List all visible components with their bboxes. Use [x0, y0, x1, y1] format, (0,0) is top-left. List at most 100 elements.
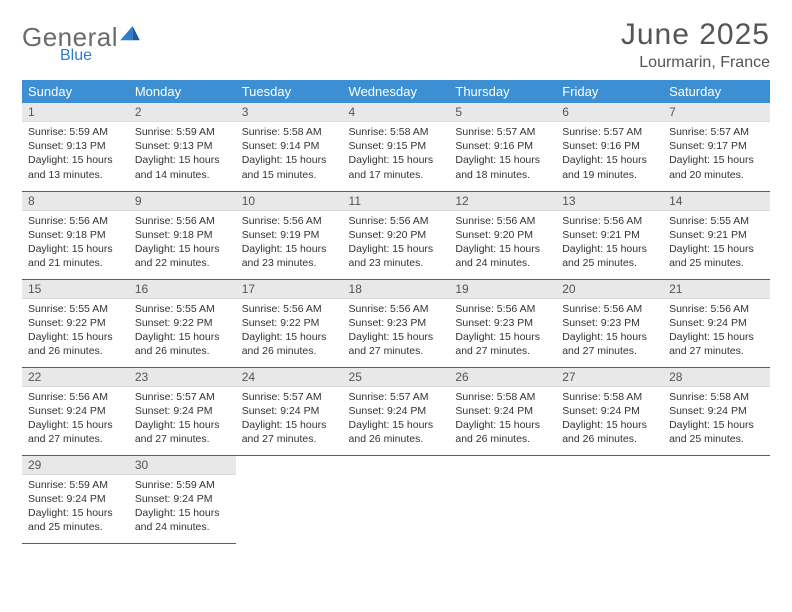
day-number: 11: [343, 192, 450, 211]
day-number: 5: [449, 103, 556, 122]
day-number: 17: [236, 280, 343, 299]
calendar-cell: 8Sunrise: 5:56 AMSunset: 9:18 PMDaylight…: [22, 191, 129, 279]
calendar-cell: 2Sunrise: 5:59 AMSunset: 9:13 PMDaylight…: [129, 103, 236, 191]
page-header: GeneralBlue June 2025 Lourmarin, France: [22, 18, 770, 72]
weekday-header: Thursday: [449, 80, 556, 103]
calendar-cell-empty: [343, 455, 450, 543]
day-number: 16: [129, 280, 236, 299]
calendar-row: 8Sunrise: 5:56 AMSunset: 9:18 PMDaylight…: [22, 191, 770, 279]
day-details: Sunrise: 5:58 AMSunset: 9:14 PMDaylight:…: [236, 122, 343, 188]
calendar-cell: 19Sunrise: 5:56 AMSunset: 9:23 PMDayligh…: [449, 279, 556, 367]
calendar-cell-empty: [449, 455, 556, 543]
day-number: 2: [129, 103, 236, 122]
day-details: Sunrise: 5:58 AMSunset: 9:24 PMDaylight:…: [556, 387, 663, 453]
day-number: 24: [236, 368, 343, 387]
weekday-header: Saturday: [663, 80, 770, 103]
page-title: June 2025: [621, 18, 770, 52]
day-details: Sunrise: 5:58 AMSunset: 9:15 PMDaylight:…: [343, 122, 450, 188]
calendar-cell: 10Sunrise: 5:56 AMSunset: 9:19 PMDayligh…: [236, 191, 343, 279]
day-number: 21: [663, 280, 770, 299]
weekday-header: Friday: [556, 80, 663, 103]
calendar-cell: 4Sunrise: 5:58 AMSunset: 9:15 PMDaylight…: [343, 103, 450, 191]
day-number: 20: [556, 280, 663, 299]
calendar-cell: 11Sunrise: 5:56 AMSunset: 9:20 PMDayligh…: [343, 191, 450, 279]
day-number: 7: [663, 103, 770, 122]
day-number: 9: [129, 192, 236, 211]
day-number: 25: [343, 368, 450, 387]
calendar-cell-empty: [663, 455, 770, 543]
calendar-cell: 7Sunrise: 5:57 AMSunset: 9:17 PMDaylight…: [663, 103, 770, 191]
calendar-cell: 25Sunrise: 5:57 AMSunset: 9:24 PMDayligh…: [343, 367, 450, 455]
calendar-row: 1Sunrise: 5:59 AMSunset: 9:13 PMDaylight…: [22, 103, 770, 191]
day-number: 15: [22, 280, 129, 299]
calendar-cell: 9Sunrise: 5:56 AMSunset: 9:18 PMDaylight…: [129, 191, 236, 279]
calendar-cell: 24Sunrise: 5:57 AMSunset: 9:24 PMDayligh…: [236, 367, 343, 455]
triangle-icon: [120, 18, 140, 49]
day-number: 8: [22, 192, 129, 211]
calendar-cell: 20Sunrise: 5:56 AMSunset: 9:23 PMDayligh…: [556, 279, 663, 367]
calendar-cell: 18Sunrise: 5:56 AMSunset: 9:23 PMDayligh…: [343, 279, 450, 367]
day-number: 22: [22, 368, 129, 387]
calendar-row: 15Sunrise: 5:55 AMSunset: 9:22 PMDayligh…: [22, 279, 770, 367]
calendar-cell: 30Sunrise: 5:59 AMSunset: 9:24 PMDayligh…: [129, 455, 236, 543]
day-details: Sunrise: 5:58 AMSunset: 9:24 PMDaylight:…: [449, 387, 556, 453]
calendar-cell-empty: [556, 455, 663, 543]
day-details: Sunrise: 5:56 AMSunset: 9:20 PMDaylight:…: [449, 211, 556, 277]
day-number: 19: [449, 280, 556, 299]
calendar-cell: 16Sunrise: 5:55 AMSunset: 9:22 PMDayligh…: [129, 279, 236, 367]
day-details: Sunrise: 5:55 AMSunset: 9:22 PMDaylight:…: [129, 299, 236, 365]
day-details: Sunrise: 5:56 AMSunset: 9:24 PMDaylight:…: [663, 299, 770, 365]
day-number: 3: [236, 103, 343, 122]
calendar-cell: 15Sunrise: 5:55 AMSunset: 9:22 PMDayligh…: [22, 279, 129, 367]
day-details: Sunrise: 5:55 AMSunset: 9:22 PMDaylight:…: [22, 299, 129, 365]
day-details: Sunrise: 5:56 AMSunset: 9:23 PMDaylight:…: [343, 299, 450, 365]
day-number: 27: [556, 368, 663, 387]
weekday-header: Monday: [129, 80, 236, 103]
day-details: Sunrise: 5:56 AMSunset: 9:20 PMDaylight:…: [343, 211, 450, 277]
day-number: 18: [343, 280, 450, 299]
day-details: Sunrise: 5:57 AMSunset: 9:24 PMDaylight:…: [236, 387, 343, 453]
day-details: Sunrise: 5:56 AMSunset: 9:18 PMDaylight:…: [22, 211, 129, 277]
day-number: 13: [556, 192, 663, 211]
day-details: Sunrise: 5:55 AMSunset: 9:21 PMDaylight:…: [663, 211, 770, 277]
day-details: Sunrise: 5:57 AMSunset: 9:16 PMDaylight:…: [556, 122, 663, 188]
calendar-cell: 1Sunrise: 5:59 AMSunset: 9:13 PMDaylight…: [22, 103, 129, 191]
calendar-cell: 21Sunrise: 5:56 AMSunset: 9:24 PMDayligh…: [663, 279, 770, 367]
day-details: Sunrise: 5:56 AMSunset: 9:23 PMDaylight:…: [556, 299, 663, 365]
day-number: 30: [129, 456, 236, 475]
calendar-table: Sunday Monday Tuesday Wednesday Thursday…: [22, 80, 770, 544]
calendar-cell: 28Sunrise: 5:58 AMSunset: 9:24 PMDayligh…: [663, 367, 770, 455]
calendar-cell: 3Sunrise: 5:58 AMSunset: 9:14 PMDaylight…: [236, 103, 343, 191]
weekday-header: Sunday: [22, 80, 129, 103]
day-details: Sunrise: 5:57 AMSunset: 9:16 PMDaylight:…: [449, 122, 556, 188]
location-text: Lourmarin, France: [621, 54, 770, 72]
calendar-cell: 12Sunrise: 5:56 AMSunset: 9:20 PMDayligh…: [449, 191, 556, 279]
day-details: Sunrise: 5:56 AMSunset: 9:18 PMDaylight:…: [129, 211, 236, 277]
day-details: Sunrise: 5:58 AMSunset: 9:24 PMDaylight:…: [663, 387, 770, 453]
day-details: Sunrise: 5:56 AMSunset: 9:19 PMDaylight:…: [236, 211, 343, 277]
calendar-cell: 22Sunrise: 5:56 AMSunset: 9:24 PMDayligh…: [22, 367, 129, 455]
calendar-cell: 6Sunrise: 5:57 AMSunset: 9:16 PMDaylight…: [556, 103, 663, 191]
day-details: Sunrise: 5:56 AMSunset: 9:22 PMDaylight:…: [236, 299, 343, 365]
day-details: Sunrise: 5:57 AMSunset: 9:24 PMDaylight:…: [343, 387, 450, 453]
weekday-header: Wednesday: [343, 80, 450, 103]
weekday-header-row: Sunday Monday Tuesday Wednesday Thursday…: [22, 80, 770, 103]
calendar-cell: 17Sunrise: 5:56 AMSunset: 9:22 PMDayligh…: [236, 279, 343, 367]
day-details: Sunrise: 5:56 AMSunset: 9:21 PMDaylight:…: [556, 211, 663, 277]
day-number: 12: [449, 192, 556, 211]
day-number: 4: [343, 103, 450, 122]
day-details: Sunrise: 5:59 AMSunset: 9:13 PMDaylight:…: [129, 122, 236, 188]
calendar-cell: 23Sunrise: 5:57 AMSunset: 9:24 PMDayligh…: [129, 367, 236, 455]
title-block: June 2025 Lourmarin, France: [621, 18, 770, 72]
day-number: 10: [236, 192, 343, 211]
calendar-cell: 26Sunrise: 5:58 AMSunset: 9:24 PMDayligh…: [449, 367, 556, 455]
day-details: Sunrise: 5:56 AMSunset: 9:24 PMDaylight:…: [22, 387, 129, 453]
day-number: 1: [22, 103, 129, 122]
calendar-row: 29Sunrise: 5:59 AMSunset: 9:24 PMDayligh…: [22, 455, 770, 543]
calendar-cell: 14Sunrise: 5:55 AMSunset: 9:21 PMDayligh…: [663, 191, 770, 279]
day-details: Sunrise: 5:57 AMSunset: 9:17 PMDaylight:…: [663, 122, 770, 188]
day-details: Sunrise: 5:59 AMSunset: 9:13 PMDaylight:…: [22, 122, 129, 188]
day-number: 26: [449, 368, 556, 387]
calendar-cell: 5Sunrise: 5:57 AMSunset: 9:16 PMDaylight…: [449, 103, 556, 191]
day-number: 29: [22, 456, 129, 475]
